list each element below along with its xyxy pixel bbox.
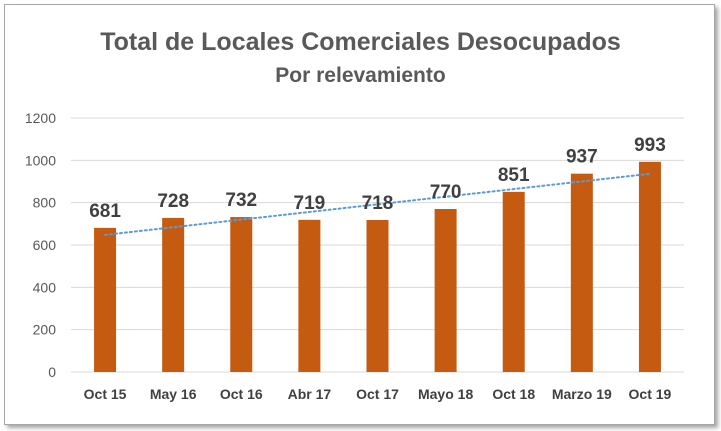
data-label: 851 xyxy=(498,165,530,186)
y-tick-label: 0 xyxy=(48,364,56,380)
x-axis-labels: Oct 15 May 16 Oct 16 Abr 17 Oct 17 Mayo 18 Oct… xyxy=(84,386,672,402)
trendline-path xyxy=(104,172,651,236)
data-label: 993 xyxy=(634,135,666,156)
bar-series xyxy=(94,161,661,372)
y-tick-label: 200 xyxy=(33,322,57,338)
x-tick-label: Marzo 19 xyxy=(552,386,612,402)
bar xyxy=(366,220,389,372)
x-tick-label: Oct 19 xyxy=(629,386,672,402)
y-axis-labels: 0 200 400 600 800 1000 1200 xyxy=(25,110,56,380)
x-tick-label: Oct 18 xyxy=(492,386,535,402)
x-tick-label: Oct 15 xyxy=(84,386,127,402)
x-tick-label: May 16 xyxy=(150,386,197,402)
bar xyxy=(434,209,457,372)
data-label: 719 xyxy=(294,193,326,214)
y-tick-label: 400 xyxy=(33,279,57,295)
x-tick-label: Oct 16 xyxy=(220,386,263,402)
x-tick-label: Oct 17 xyxy=(356,386,399,402)
data-label: 770 xyxy=(430,182,462,203)
chart-title: Total de Locales Comerciales Desocupados xyxy=(100,28,621,56)
chart-subtitle: Por relevamiento xyxy=(275,64,446,87)
trendline xyxy=(104,172,651,236)
x-tick-label: Mayo 18 xyxy=(418,386,473,402)
bar xyxy=(638,161,661,372)
data-label: 681 xyxy=(89,201,121,222)
chart-frame xyxy=(4,4,715,425)
y-tick-label: 1200 xyxy=(25,110,56,126)
bar xyxy=(298,219,321,372)
y-tick-label: 600 xyxy=(33,237,57,253)
data-label: 728 xyxy=(157,191,189,212)
data-label: 937 xyxy=(566,147,598,168)
bar xyxy=(230,217,253,372)
bar xyxy=(94,227,117,372)
data-label: 718 xyxy=(362,193,394,214)
y-tick-label: 800 xyxy=(33,195,57,211)
bar xyxy=(162,217,185,372)
data-labels: 681 728 732 719 718 770 851 937 993 xyxy=(89,135,666,222)
bar xyxy=(502,191,525,372)
data-label: 732 xyxy=(225,190,257,211)
bar xyxy=(570,173,593,372)
x-tick-label: Abr 17 xyxy=(288,386,332,402)
y-tick-label: 1000 xyxy=(25,152,56,168)
